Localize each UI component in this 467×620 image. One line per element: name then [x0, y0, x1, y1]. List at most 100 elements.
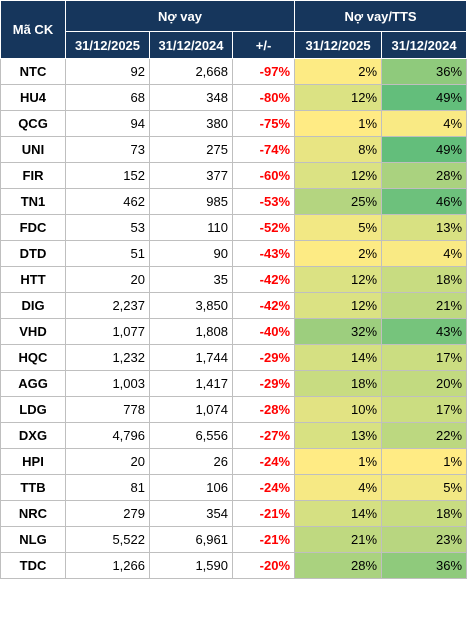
debt-2024-cell: 6,556 [149, 422, 233, 449]
debt-2024-cell: 1,808 [149, 318, 233, 345]
ticker-cell: FIR [0, 162, 66, 189]
debt-2024-cell: 985 [149, 188, 233, 215]
table-row: HQC 1,232 1,744 -29% 14% 17% [0, 344, 467, 371]
table-row: HU4 68 348 -80% 12% 49% [0, 84, 467, 111]
ticker-cell: TN1 [0, 188, 66, 215]
debt-2025-cell: 1,232 [65, 344, 150, 371]
table-row: FIR 152 377 -60% 12% 28% [0, 162, 467, 189]
ratio-2024-cell: 23% [381, 526, 467, 553]
change-header: +/- [231, 31, 296, 59]
change-cell: -24% [231, 474, 296, 501]
ratio-2024-cell: 17% [381, 344, 467, 371]
ratio-2024-cell: 13% [381, 214, 467, 241]
ticker-cell: NLG [0, 526, 66, 553]
ticker-cell: NRC [0, 500, 66, 527]
ratio-2025-cell: 12% [294, 266, 383, 293]
change-cell: -29% [231, 370, 296, 397]
debt-2024-cell: 377 [149, 162, 233, 189]
change-cell: -42% [231, 292, 296, 319]
debt-2024-cell: 3,850 [149, 292, 233, 319]
debt-2025-cell: 778 [65, 396, 150, 423]
ratio-2024-cell: 36% [381, 58, 467, 85]
change-cell: -75% [231, 110, 296, 137]
ratio-2025-cell: 25% [294, 188, 383, 215]
debt-2024-cell: 35 [149, 266, 233, 293]
change-cell: -40% [231, 318, 296, 345]
ratio-2024-cell: 1% [381, 448, 467, 475]
change-cell: -27% [231, 422, 296, 449]
table-row: NLG 5,522 6,961 -21% 21% 23% [0, 526, 467, 553]
change-cell: -42% [231, 266, 296, 293]
debt-2025-cell: 53 [65, 214, 150, 241]
ratio-2025-cell: 10% [294, 396, 383, 423]
ratio-2025-cell: 5% [294, 214, 383, 241]
debt-2025-cell: 4,796 [65, 422, 150, 449]
debt-2024-cell: 6,961 [149, 526, 233, 553]
ticker-header: Mã CK [0, 0, 66, 59]
ticker-cell: NTC [0, 58, 66, 85]
table-row: NTC 92 2,668 -97% 2% 36% [0, 58, 467, 85]
debt-2025-cell: 1,003 [65, 370, 150, 397]
debt-2025-header: 31/12/2025 [65, 31, 150, 59]
change-cell: -60% [231, 162, 296, 189]
change-cell: -24% [231, 448, 296, 475]
debt-2024-cell: 275 [149, 136, 233, 163]
debt-2025-cell: 1,077 [65, 318, 150, 345]
ratio-2024-cell: 46% [381, 188, 467, 215]
ratio-2025-cell: 12% [294, 292, 383, 319]
ratio-2024-header: 31/12/2024 [381, 31, 467, 59]
ratio-2024-cell: 18% [381, 266, 467, 293]
table-row: DXG 4,796 6,556 -27% 13% 22% [0, 422, 467, 449]
ratio-2024-cell: 43% [381, 318, 467, 345]
change-cell: -97% [231, 58, 296, 85]
debt-2025-cell: 279 [65, 500, 150, 527]
debt-2024-cell: 380 [149, 110, 233, 137]
table-row: LDG 778 1,074 -28% 10% 17% [0, 396, 467, 423]
ratio-2024-cell: 49% [381, 84, 467, 111]
debt-2025-cell: 92 [65, 58, 150, 85]
ratio-2025-cell: 14% [294, 500, 383, 527]
table-row: UNI 73 275 -74% 8% 49% [0, 136, 467, 163]
change-cell: -43% [231, 240, 296, 267]
ticker-cell: TTB [0, 474, 66, 501]
ticker-cell: VHD [0, 318, 66, 345]
debt-2025-cell: 81 [65, 474, 150, 501]
debt-group-header: Nợ vay [64, 0, 296, 32]
ratio-2025-cell: 2% [294, 240, 383, 267]
change-cell: -52% [231, 214, 296, 241]
debt-2024-cell: 2,668 [149, 58, 233, 85]
table-row: DTD 51 90 -43% 2% 4% [0, 240, 467, 267]
ratio-2025-cell: 14% [294, 344, 383, 371]
ratio-2025-cell: 21% [294, 526, 383, 553]
change-cell: -20% [231, 552, 296, 579]
ratio-2025-cell: 12% [294, 84, 383, 111]
change-cell: -80% [231, 84, 296, 111]
debt-2024-cell: 90 [149, 240, 233, 267]
ratio-2024-cell: 18% [381, 500, 467, 527]
table-row: DIG 2,237 3,850 -42% 12% 21% [0, 292, 467, 319]
ticker-cell: HQC [0, 344, 66, 371]
debt-2025-cell: 20 [65, 266, 150, 293]
ratio-2024-cell: 22% [381, 422, 467, 449]
change-cell: -53% [231, 188, 296, 215]
change-cell: -28% [231, 396, 296, 423]
ticker-cell: LDG [0, 396, 66, 423]
debt-2025-cell: 94 [65, 110, 150, 137]
ticker-cell: AGG [0, 370, 66, 397]
debt-2025-cell: 73 [65, 136, 150, 163]
debt-2024-cell: 354 [149, 500, 233, 527]
ratio-2024-cell: 5% [381, 474, 467, 501]
table-row: TTB 81 106 -24% 4% 5% [0, 474, 467, 501]
debt-2024-cell: 1,590 [149, 552, 233, 579]
ratio-2025-cell: 4% [294, 474, 383, 501]
ratio-2024-cell: 17% [381, 396, 467, 423]
ticker-cell: HU4 [0, 84, 66, 111]
table-row: FDC 53 110 -52% 5% 13% [0, 214, 467, 241]
debt-2025-cell: 1,266 [65, 552, 150, 579]
table-row: TDC 1,266 1,590 -20% 28% 36% [0, 552, 467, 579]
ticker-cell: FDC [0, 214, 66, 241]
ratio-2024-cell: 21% [381, 292, 467, 319]
ratio-2025-cell: 18% [294, 370, 383, 397]
table-row: NRC 279 354 -21% 14% 18% [0, 500, 467, 527]
ratio-2025-cell: 12% [294, 162, 383, 189]
